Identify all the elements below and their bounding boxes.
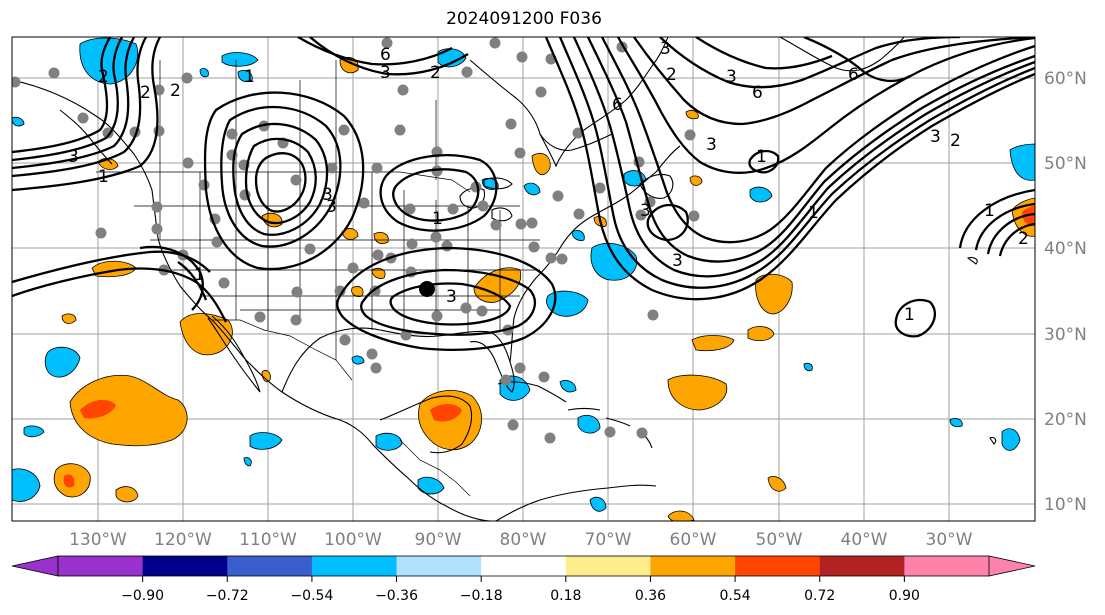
map-frame <box>11 36 1036 522</box>
lat-label: 30°N <box>1044 325 1087 345</box>
contour-label-group: 2 2 3 1 1 2 3 3 1 1 3 2 6 3 6 3 2 3 6 6 … <box>68 39 1029 325</box>
colorbar-label: 0.72 <box>804 588 835 604</box>
lon-label: 90°W <box>415 530 462 550</box>
colorbar-swatch <box>735 556 821 576</box>
colorbar-label: 0.18 <box>550 588 581 604</box>
lon-label: 40°W <box>841 530 888 550</box>
contour-label: 6 <box>848 65 859 85</box>
contour-label: 3 <box>930 127 941 147</box>
longitude-labels: 130°W 120°W 110°W 100°W 90°W 80°W 70°W 6… <box>69 530 973 550</box>
contour-label: 6 <box>752 83 763 103</box>
contour-label: 3 <box>322 185 333 205</box>
lon-label: 110°W <box>239 530 297 550</box>
contour-label: 1 <box>244 67 255 87</box>
lon-label: 120°W <box>154 530 212 550</box>
lat-label: 50°N <box>1044 154 1087 174</box>
lon-label: 60°W <box>670 530 717 550</box>
contour-label: 3 <box>326 197 337 217</box>
contour-label: 2 <box>666 65 677 85</box>
contour-label: 1 <box>904 305 915 325</box>
contour-label: 3 <box>446 287 457 307</box>
colorbar-swatch <box>142 556 228 576</box>
latitude-labels: 60°N 50°N 40°N 30°N 20°N 10°N <box>1044 69 1087 515</box>
lon-label: 70°W <box>585 530 632 550</box>
contour-label: 2 <box>170 81 181 101</box>
colorbar-swatch <box>58 556 144 576</box>
station-dots <box>12 37 700 444</box>
contour-label: 3 <box>68 147 79 167</box>
colorbar: −0.90 −0.72 −0.54 −0.36 −0.18 0.18 0.36 0.54 0.7… <box>11 555 1036 604</box>
colorbar-swatch <box>311 556 398 576</box>
lat-label: 20°N <box>1044 410 1087 430</box>
colorbar-frame <box>57 555 990 577</box>
contour-label: 3 <box>672 251 683 271</box>
lon-label: 30°W <box>926 530 973 550</box>
contour-label: 1 <box>98 167 109 187</box>
contour-label: 2 <box>140 83 151 103</box>
colorbar-label: −0.18 <box>460 588 503 604</box>
highlight-marker <box>419 281 435 297</box>
lat-label: 10°N <box>1044 495 1087 515</box>
colorbar-label: −0.72 <box>206 588 249 604</box>
lat-label: 40°N <box>1044 239 1087 259</box>
coastlines <box>12 37 997 521</box>
contour-lines <box>12 37 1035 352</box>
colorbar-label: −0.54 <box>290 588 333 604</box>
contour-label: 2 <box>950 131 961 151</box>
colorbar-right-arrow <box>988 555 1036 577</box>
contour-label: 2 <box>430 63 441 83</box>
lat-label: 60°N <box>1044 69 1087 89</box>
colorbar-swatch <box>904 556 990 576</box>
map-title: 2024091200 F036 <box>446 9 602 29</box>
colorbar-swatch <box>396 556 482 576</box>
colorbar-swatch <box>227 556 313 576</box>
colorbar-label: 0.36 <box>635 588 666 604</box>
colorbar-swatch <box>650 556 736 576</box>
colorbar-label: 0.54 <box>720 588 751 604</box>
contour-label: 1 <box>984 201 995 221</box>
colorbar-label: 0.90 <box>889 588 920 604</box>
contour-label: 1 <box>808 203 819 223</box>
contour-label: 3 <box>706 135 717 155</box>
map-content: 2 2 3 1 1 2 3 3 1 1 3 2 6 3 6 3 2 3 6 6 … <box>12 37 1035 521</box>
lon-label: 130°W <box>69 530 127 550</box>
contour-label: 2 <box>98 67 109 87</box>
contour-label: 3 <box>726 67 737 87</box>
colorbar-swatch <box>481 556 567 576</box>
colorbar-swatch <box>565 556 651 576</box>
contour-label: 6 <box>612 95 623 115</box>
contour-label: 1 <box>756 147 767 167</box>
contour-label: 3 <box>380 63 391 83</box>
contour-label: 3 <box>640 201 651 221</box>
colorbar-swatch <box>819 556 905 576</box>
colorbar-label: −0.36 <box>375 588 418 604</box>
lon-label: 100°W <box>324 530 382 550</box>
lon-label: 80°W <box>500 530 547 550</box>
colorbar-label: −0.90 <box>121 588 164 604</box>
colorbar-left-arrow <box>11 555 59 577</box>
contour-label: 3 <box>660 39 671 59</box>
contour-label: 1 <box>194 265 205 285</box>
lon-label: 50°W <box>756 530 803 550</box>
contour-label: 6 <box>380 45 391 65</box>
contour-label: 1 <box>432 209 443 229</box>
contour-label: 2 <box>1018 229 1029 249</box>
